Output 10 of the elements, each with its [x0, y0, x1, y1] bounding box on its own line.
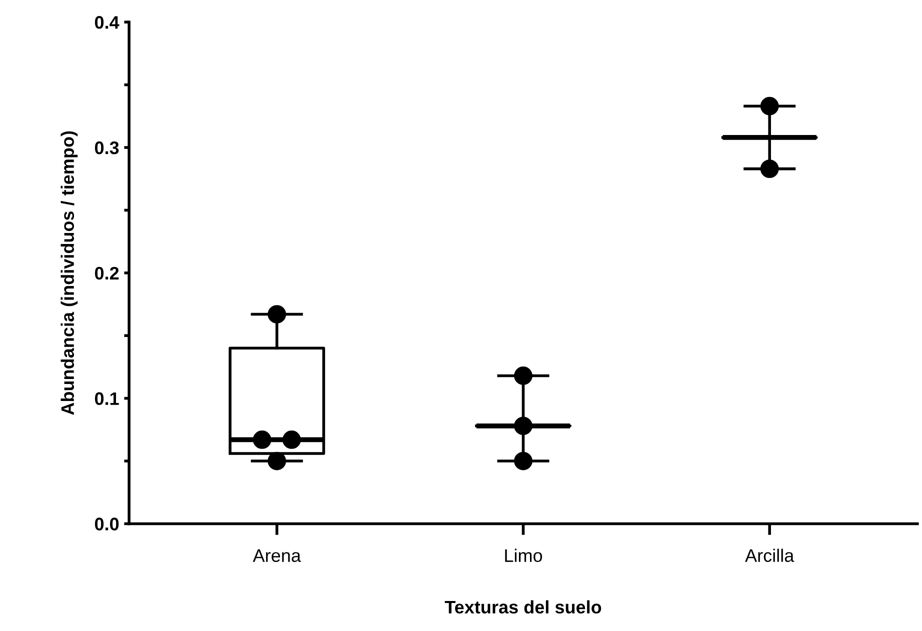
- y-axis-title: Abundancia (individuos / tiempo): [60, 131, 78, 415]
- y-tick-label: 0.0: [94, 518, 119, 530]
- x-tick-label: Arcilla: [745, 548, 794, 562]
- x-tick-label: Arena: [252, 549, 301, 562]
- y-tick-label: 0.1: [94, 392, 119, 406]
- x-axis-title: Texturas del suelo: [444, 600, 602, 614]
- x-tick-label: Limo: [505, 548, 542, 562]
- y-tick-label: 0.2: [94, 266, 119, 280]
- y-tick-label: 0.3: [94, 141, 119, 154]
- y-tick-label: 0.4: [94, 16, 120, 29]
